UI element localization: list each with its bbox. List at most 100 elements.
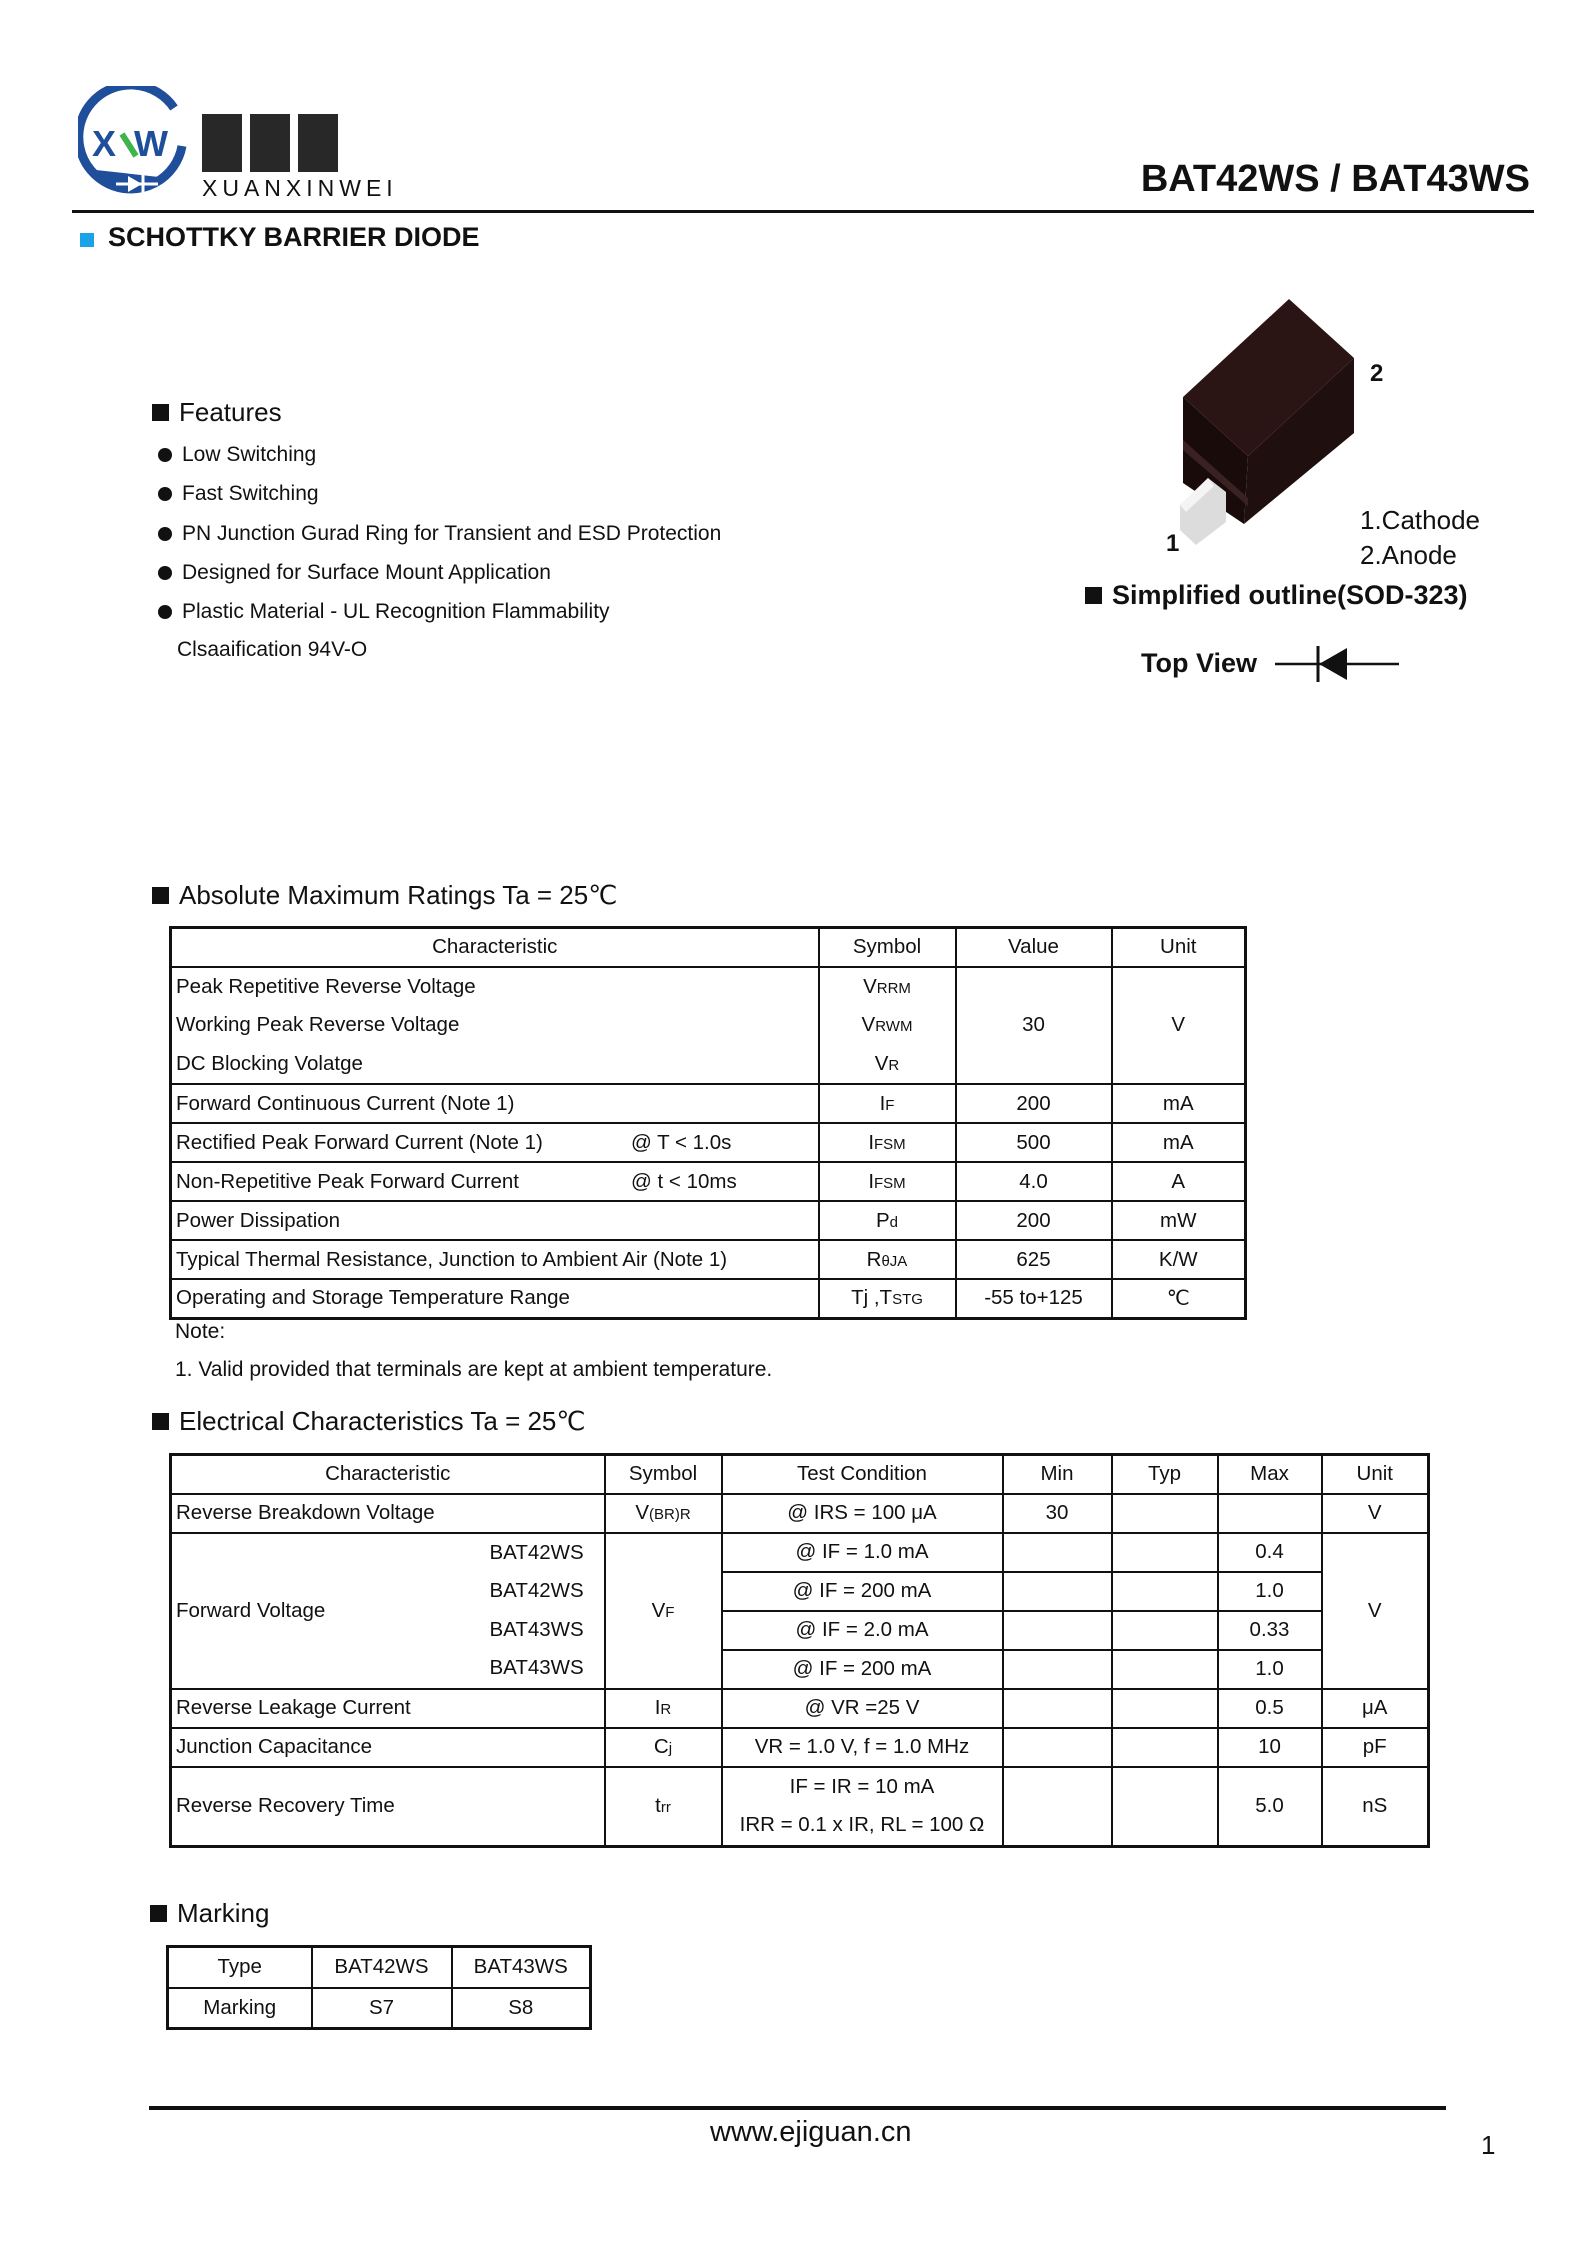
feature-item: Low Switching <box>158 440 316 470</box>
subtitle-text: SCHOTTKY BARRIER DIODE <box>108 222 480 252</box>
bullet-icon <box>158 448 172 462</box>
table-row: @ IF = 200 mA 1.0 <box>171 1570 1429 1612</box>
feature-text: Plastic Material - UL Recognition Flamma… <box>182 600 610 624</box>
page-number: 1 <box>1481 2130 1496 2160</box>
features-title: Features <box>179 397 282 427</box>
characteristic-cell: Peak Repetitive Reverse Voltage Working P… <box>169 965 820 1085</box>
characteristic-cell: Typical Thermal Resistance, Junction to … <box>169 1239 820 1280</box>
value-cell: 200 <box>954 1083 1113 1124</box>
svg-text:XUANXINWEI: XUANXINWEI <box>202 175 398 201</box>
typ-cell <box>1110 1687 1219 1729</box>
min-cell <box>1001 1570 1113 1612</box>
typ-cell <box>1110 1570 1219 1612</box>
value-cell: 500 <box>954 1122 1113 1163</box>
characteristic-cell: Reverse Leakage Current <box>169 1687 606 1729</box>
package-illustration <box>1170 295 1370 545</box>
bullet-icon <box>158 487 172 502</box>
condition-cell: @ IF = 200 mA <box>720 1648 1004 1690</box>
footer-rule <box>149 2106 1446 2110</box>
subtitle: SCHOTTKY BARRIER DIODE <box>80 222 480 253</box>
characteristic-cell: Forward Voltage BAT42WS BAT42WS BAT43WS BAT4… <box>169 1531 606 1690</box>
typ-cell <box>1110 1492 1219 1534</box>
bullet-icon <box>158 526 172 541</box>
column-header: Unit <box>1110 926 1247 968</box>
min-cell <box>1001 1531 1113 1573</box>
marking-title: Marking <box>177 1898 270 1928</box>
outline-title: Simplified outline(SOD-323) <box>1112 580 1468 610</box>
characteristic-cell: Non-Repetitive Peak Forward Current @ t <… <box>169 1161 820 1202</box>
table-row: Type BAT42WS BAT43WS <box>166 1945 592 1989</box>
note-title: Note: <box>175 1320 226 1343</box>
unit-cell: ℃ <box>1110 1278 1247 1319</box>
part-number: BAT43WS <box>489 1617 584 1641</box>
max-cell: 0.33 <box>1216 1609 1323 1651</box>
square-bullet-icon <box>152 1413 169 1430</box>
table-row: Typical Thermal Resistance, Junction to … <box>169 1239 1247 1280</box>
square-bullet-icon <box>1085 587 1102 604</box>
characteristic-cell: Reverse Breakdown Voltage <box>169 1492 606 1534</box>
condition-cell: @ VR =25 V <box>720 1687 1004 1729</box>
column-header: Max <box>1216 1453 1323 1495</box>
electrical-heading: Electrical Characteristics Ta = 25℃ <box>152 1406 586 1437</box>
pin2-name: 2.Anode <box>1360 540 1457 570</box>
pin1-label: 1 <box>1166 530 1180 557</box>
table-row: Junction Capacitance Cj VR = 1.0 V, f = 1.… <box>169 1726 1430 1768</box>
marking-heading: Marking <box>150 1898 269 1929</box>
condition-cell: @ IRS = 100 μA <box>720 1492 1004 1534</box>
condition-cell: @ IF = 2.0 mA <box>720 1609 1004 1651</box>
part-number: BAT43WS <box>489 1656 584 1679</box>
typ-cell <box>1110 1531 1219 1573</box>
symbol-cell: IF <box>817 1083 957 1124</box>
column-header: Symbol <box>817 926 957 968</box>
feature-item: Plastic Material - UL Recognition Flamma… <box>158 597 610 627</box>
column-header: Characteristic <box>169 926 820 968</box>
column-header: Symbol <box>603 1453 723 1495</box>
max-cell: 1.0 <box>1216 1648 1323 1690</box>
condition-cell: @ IF = 200 mA <box>720 1570 1004 1612</box>
table-row: Non-Repetitive Peak Forward Current @ t <… <box>169 1161 1247 1202</box>
value-cell: 625 <box>954 1239 1113 1280</box>
column-header: Min <box>1001 1453 1113 1495</box>
pin1-name: 1.Cathode <box>1360 505 1480 535</box>
features-heading: Features <box>152 397 282 428</box>
min-cell <box>1001 1765 1113 1847</box>
table-row: Rectified Peak Forward Current (Note 1) @… <box>169 1122 1247 1163</box>
marking-cell: Marking <box>166 1986 313 2030</box>
abs-max-title: Absolute Maximum Ratings Ta = 25℃ <box>179 880 618 910</box>
column-header: Unit <box>1320 1453 1430 1495</box>
table-row: @ IF = 200 mA 1.0 <box>171 1648 1429 1690</box>
table-row: Forward Continuous Current (Note 1) IF 200… <box>169 1083 1247 1124</box>
typ-cell <box>1110 1609 1219 1651</box>
value-cell: -55 to+125 <box>954 1278 1113 1319</box>
unit-cell: pF <box>1320 1726 1430 1768</box>
feature-text: Fast Switching <box>182 482 319 506</box>
characteristic-cell: Operating and Storage Temperature Range <box>169 1278 820 1319</box>
feature-item: PN Junction Gurad Ring for Transient and… <box>158 519 721 549</box>
part-number: BAT42WS <box>489 1579 584 1602</box>
unit-cell: V <box>1320 1531 1430 1690</box>
square-bullet-icon <box>152 887 169 904</box>
min-cell <box>1001 1687 1113 1729</box>
table-row: Reverse Breakdown Voltage V(BR)R @ IRS = 1… <box>169 1492 1430 1534</box>
min-cell: 30 <box>1001 1492 1113 1534</box>
typ-cell <box>1110 1726 1219 1768</box>
max-cell: 10 <box>1216 1726 1323 1768</box>
symbol-cell: Cj <box>603 1726 723 1768</box>
symbol-cell: Tj ,TSTG <box>817 1278 957 1319</box>
column-header: Value <box>954 926 1113 968</box>
note-1: 1. Valid provided that terminals are kep… <box>175 1358 773 1381</box>
website-link[interactable]: www.ejiguan.cn <box>710 2116 912 2148</box>
characteristic-cell: Power Dissipation <box>169 1200 820 1241</box>
top-view-label: Top View <box>1141 648 1258 678</box>
electrical-title: Electrical Characteristics Ta = 25℃ <box>179 1406 586 1436</box>
table-row: @ IF = 2.0 mA 0.33 <box>171 1609 1429 1651</box>
marking-cell: Type <box>166 1945 313 1989</box>
min-cell <box>1001 1609 1113 1651</box>
max-cell: 0.4 <box>1216 1531 1323 1573</box>
part-title: BAT42WS / BAT43WS <box>1140 158 1530 200</box>
part-number: BAT42WS <box>489 1540 584 1564</box>
unit-cell: V <box>1320 1492 1430 1534</box>
svg-text:W: W <box>134 123 168 164</box>
table-row: Marking S7 S8 <box>166 1986 592 2030</box>
abs-max-table: Characteristic Symbol Value Unit Peak Repeti… <box>169 926 1247 1320</box>
